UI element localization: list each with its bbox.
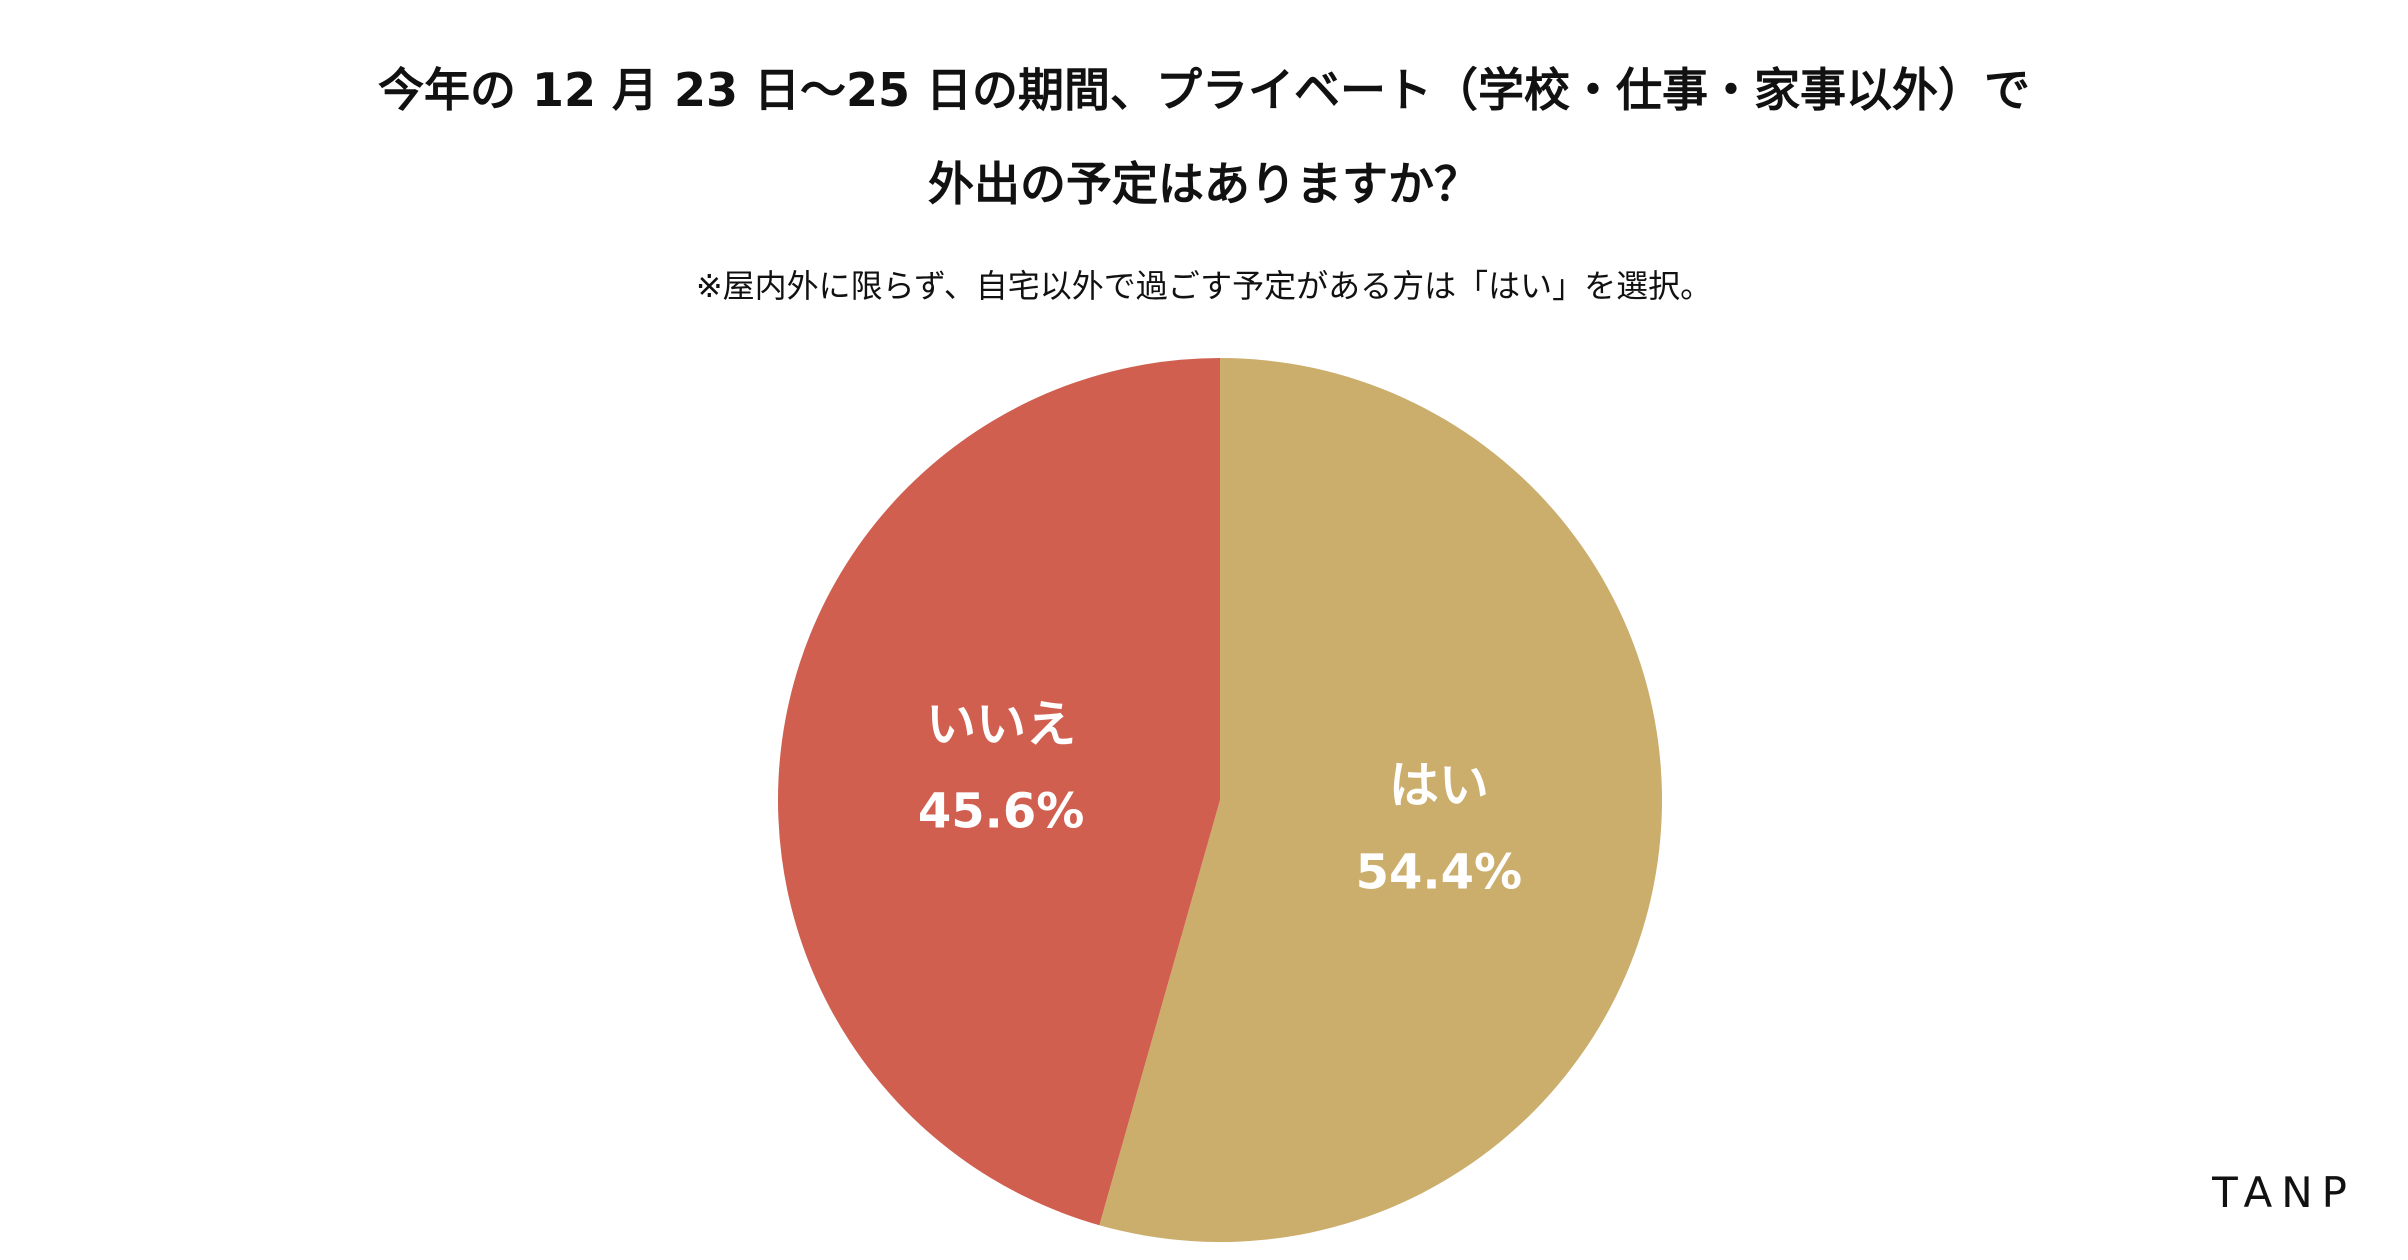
pie-slice-yes	[1099, 358, 1662, 1242]
chart-title: 今年の 12 月 23 日〜25 日の期間、プライベート（学校・仕事・家事以外）…	[377, 63, 2031, 117]
slice-label-no: いいえ	[926, 696, 1076, 754]
chart-title-line-2: 外出の予定はありますか？	[928, 157, 1480, 211]
chart-subtitle: ※屋内外に限らず、自宅以外で過ごす予定がある方は「はい」を選択。	[695, 267, 1713, 305]
brand-logo: TANP	[2212, 1168, 2356, 1217]
pie-slice-no	[777, 358, 1220, 1226]
slice-value-no: 45.6%	[918, 784, 1085, 840]
slice-label-yes: はい	[1389, 756, 1489, 814]
slice-value-yes: 54.4%	[1356, 844, 1523, 900]
